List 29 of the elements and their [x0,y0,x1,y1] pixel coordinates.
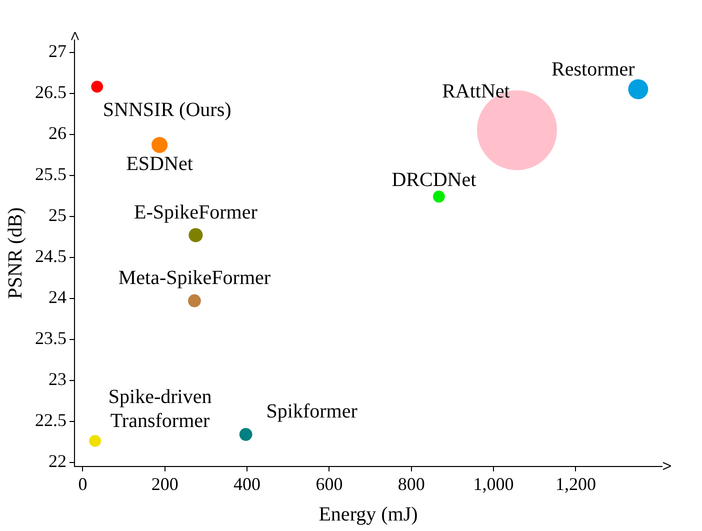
y-axis-title: PSNR (dB) [4,207,26,300]
x-tick-label: 1,000 [473,474,514,494]
y-tick-label: 23 [48,369,66,390]
y-tick-label: 24.5 [35,246,66,266]
series-label: Spike-driven Transformer [108,386,212,432]
y-tick-label: 23.5 [35,328,66,348]
y-tick-label: 22.5 [35,410,66,430]
y-tick-label: 26.5 [35,82,66,102]
series-label: Meta-SpikeFormer [118,267,271,290]
x-tick-label: 0 [78,474,88,494]
series-label: E-SpikeFormer [134,201,258,224]
x-axis-title: Energy (mJ) [318,503,418,526]
y-tick-label: 25.5 [35,164,66,184]
series-label: SNNSIR (Ours) [102,98,232,121]
series-label: Restormer [552,58,636,80]
series-label: Spikformer [266,400,358,423]
y-tick-label: 26 [48,123,66,144]
y-tick-label: 24 [48,287,66,308]
x-tick-label: 1,200 [555,474,596,494]
x-tick-label: 200 [151,474,178,494]
series-label: RAttNet [442,80,510,102]
x-tick-label: 800 [398,474,425,494]
x-tick-label: 600 [316,474,343,494]
y-tick-label: 22 [48,451,66,472]
series-label: DRCDNet [392,168,477,191]
y-tick-label: 27 [48,41,66,62]
series-label: ESDNet [126,153,194,176]
x-tick-label: 400 [234,474,261,494]
y-tick-label: 25 [48,205,66,226]
